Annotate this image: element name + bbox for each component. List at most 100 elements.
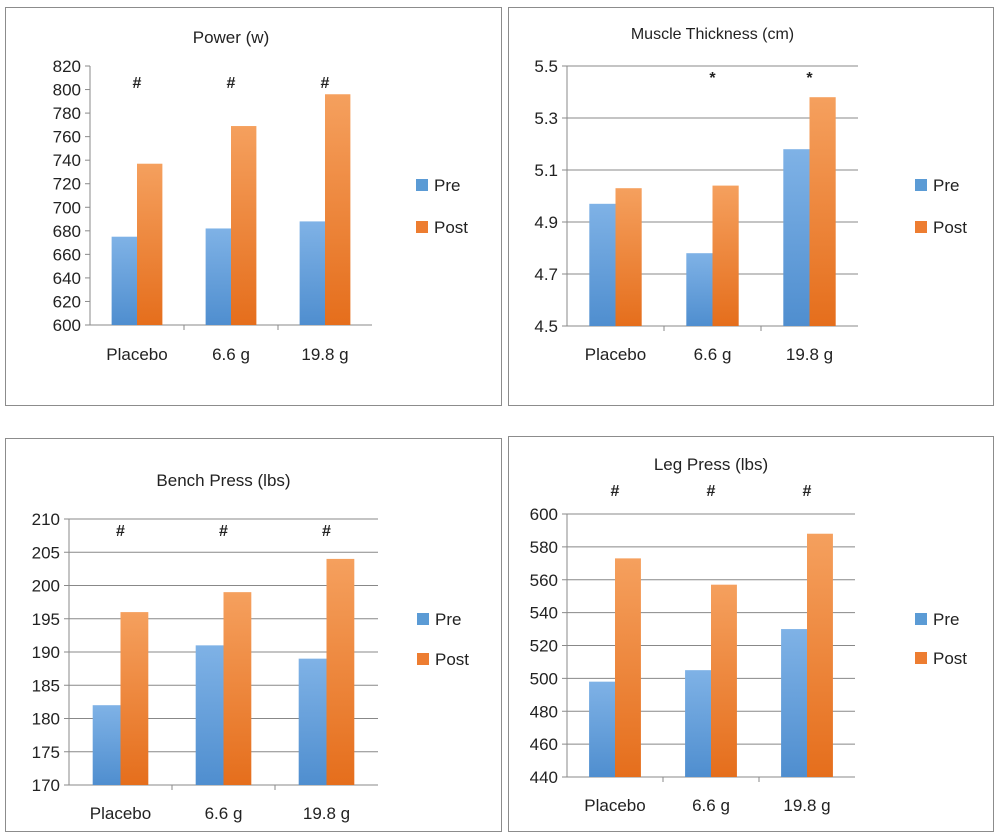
bar-pre-6-6-g — [685, 670, 711, 777]
bar-pre-19-8-g — [299, 659, 327, 785]
legend-swatch-post — [416, 221, 428, 233]
y-tick-label: 460 — [530, 735, 558, 754]
bar-pre-6-6-g — [686, 253, 712, 326]
x-tick-label: Placebo — [90, 804, 151, 823]
y-tick-label: 640 — [53, 269, 81, 288]
y-tick-label: 600 — [53, 316, 81, 335]
y-tick-label: 540 — [530, 604, 558, 623]
y-tick-label: 185 — [32, 676, 60, 695]
y-tick-label: 600 — [530, 505, 558, 524]
chart-muscle-thickness: Muscle Thickness (cm) 4.5 4.7 4.9 5.1 5.3 5.5 P… — [509, 8, 993, 405]
x-tick-label: 6.6 g — [694, 345, 732, 364]
chart-panel-bench-press: Bench Press (lbs) 170 175 180 185 190 195 200 20… — [5, 438, 502, 832]
bar-post-6-6-g — [713, 186, 739, 326]
bar-post-placebo — [616, 188, 642, 326]
y-tick-label: 200 — [32, 577, 60, 596]
bar-post-placebo — [137, 164, 162, 325]
y-tick-label: 800 — [53, 81, 81, 100]
bar-pre-placebo — [589, 682, 615, 777]
chart-title: Muscle Thickness (cm) — [631, 26, 794, 43]
legend-label-post: Post — [434, 218, 468, 237]
chart-title: Bench Press (lbs) — [156, 471, 290, 490]
legend-swatch-pre — [915, 179, 927, 191]
y-tick-label: 820 — [53, 57, 81, 76]
y-tick-label: 700 — [53, 198, 81, 217]
y-tick-label: 580 — [530, 538, 558, 557]
y-tick-label: 620 — [53, 292, 81, 311]
legend-label-pre: Pre — [434, 176, 460, 195]
y-tick-label: 500 — [530, 669, 558, 688]
legend-label-pre: Pre — [933, 176, 959, 195]
chart-panel-power: Power (w) 600 620 640 660 680 700 720 740 760 780 8… — [5, 7, 502, 406]
legend-label-post: Post — [933, 218, 967, 237]
bar-pre-placebo — [112, 237, 137, 325]
significance-marker: # — [116, 523, 125, 540]
y-tick-label: 560 — [530, 571, 558, 590]
x-tick-label: 19.8 g — [303, 804, 350, 823]
y-tick-label: 720 — [53, 175, 81, 194]
bar-pre-placebo — [93, 705, 121, 785]
y-tick-label: 175 — [32, 743, 60, 762]
y-tick-label: 190 — [32, 643, 60, 662]
bar-pre-6-6-g — [196, 645, 224, 785]
legend-label-pre: Pre — [435, 610, 461, 629]
legend-label-post: Post — [933, 649, 967, 668]
bar-post-6-6-g — [231, 126, 256, 325]
y-tick-label: 660 — [53, 245, 81, 264]
legend-label-post: Post — [435, 650, 469, 669]
legend-swatch-post — [915, 221, 927, 233]
chart-leg-press: Leg Press (lbs) 440 460 480 500 520 540 560 580 6… — [509, 437, 993, 833]
bar-pre-placebo — [589, 204, 615, 326]
y-tick-label: 5.3 — [534, 109, 558, 128]
bar-post-19-8-g — [810, 97, 836, 326]
chart-bench-press: Bench Press (lbs) 170 175 180 185 190 195 200 20… — [6, 439, 501, 833]
y-tick-label: 180 — [32, 710, 60, 729]
y-tick-label: 480 — [530, 702, 558, 721]
y-tick-label: 780 — [53, 104, 81, 123]
chart-title: Power (w) — [193, 28, 270, 47]
y-tick-label: 210 — [32, 510, 60, 529]
y-tick-label: 5.5 — [534, 57, 558, 76]
significance-marker: # — [803, 483, 812, 500]
significance-marker: # — [321, 75, 330, 92]
significance-marker: * — [709, 70, 716, 87]
y-tick-label: 740 — [53, 151, 81, 170]
bar-pre-19-8-g — [781, 629, 807, 777]
chart-panel-leg-press: Leg Press (lbs) 440 460 480 500 520 540 560 580 6… — [508, 436, 994, 832]
legend-label-pre: Pre — [933, 610, 959, 629]
bar-post-placebo — [121, 612, 149, 785]
significance-marker: # — [133, 75, 142, 92]
y-tick-label: 760 — [53, 128, 81, 147]
x-tick-label: Placebo — [585, 345, 646, 364]
significance-marker: # — [707, 483, 716, 500]
x-tick-label: Placebo — [584, 796, 645, 815]
x-tick-label: 19.8 g — [786, 345, 833, 364]
bar-post-19-8-g — [327, 559, 355, 785]
y-tick-label: 5.1 — [534, 161, 558, 180]
y-tick-label: 520 — [530, 637, 558, 656]
bar-pre-19-8-g — [300, 221, 325, 325]
legend-swatch-pre — [416, 179, 428, 191]
y-tick-label: 205 — [32, 543, 60, 562]
x-tick-label: 19.8 g — [783, 796, 830, 815]
y-tick-label: 170 — [32, 776, 60, 795]
bar-pre-19-8-g — [783, 149, 809, 326]
legend-swatch-post — [417, 653, 429, 665]
x-tick-label: 6.6 g — [205, 804, 243, 823]
bar-post-6-6-g — [711, 585, 737, 777]
bar-post-19-8-g — [807, 534, 833, 777]
y-tick-label: 4.5 — [534, 317, 558, 336]
significance-marker: # — [611, 483, 620, 500]
x-tick-label: 6.6 g — [212, 345, 250, 364]
chart-power: Power (w) 600 620 640 660 680 700 720 740 760 780 8… — [6, 8, 501, 405]
y-tick-label: 4.7 — [534, 265, 558, 284]
significance-marker: # — [219, 523, 228, 540]
legend-swatch-pre — [915, 613, 927, 625]
x-tick-label: 19.8 g — [301, 345, 348, 364]
bar-post-placebo — [615, 558, 641, 777]
significance-marker: # — [322, 523, 331, 540]
chart-panel-muscle-thickness: Muscle Thickness (cm) 4.5 4.7 4.9 5.1 5.3 5.5 P… — [508, 7, 994, 406]
y-tick-label: 440 — [530, 768, 558, 787]
legend-swatch-pre — [417, 613, 429, 625]
y-tick-label: 195 — [32, 610, 60, 629]
